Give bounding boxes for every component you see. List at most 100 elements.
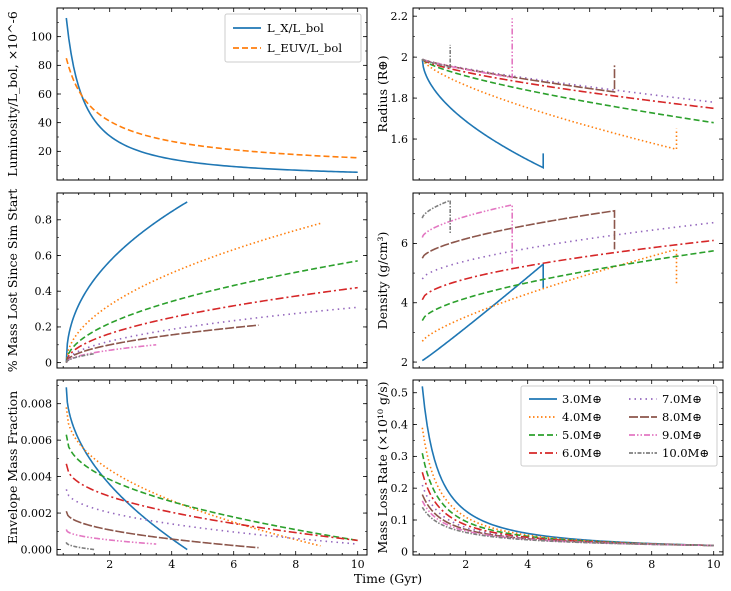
series-line-density-3.0 bbox=[421, 262, 544, 362]
y-tick-label: 0 bbox=[401, 546, 408, 559]
y-tick-label: 0.6 bbox=[35, 249, 53, 262]
x-tick-label: 8 bbox=[648, 558, 655, 571]
legend: 3.0M⊕ 4.0M⊕ 5.0M⊕ 6.0M⊕ 7.0M⊕ 8.0M⊕ 9.0M⊕ 10.0M… bbox=[520, 385, 718, 467]
legend-entry: L_EUV/L_bol bbox=[267, 41, 342, 55]
x-tick-label: 4 bbox=[524, 558, 531, 571]
series-line-envelope-7.0 bbox=[65, 489, 358, 545]
y-axis-label-massloss: % Mass Lost Since Sim Start bbox=[5, 189, 20, 373]
y-tick-label: 0.8 bbox=[35, 214, 53, 227]
y-tick-label: 1.8 bbox=[391, 92, 409, 105]
axes-frame bbox=[412, 7, 724, 181]
series-line-envelope-10.0 bbox=[65, 542, 95, 551]
legend-entry: 7.0M⊕ bbox=[662, 392, 702, 406]
axes-frame bbox=[412, 192, 724, 369]
y-tick-label: 0.1 bbox=[391, 514, 409, 527]
series-line-massloss-4.0 bbox=[65, 222, 321, 363]
series-line-envelope-3.0 bbox=[65, 387, 188, 551]
series-group bbox=[65, 17, 358, 174]
series-group bbox=[65, 387, 358, 551]
axes-frame bbox=[56, 379, 368, 556]
y-tick-label: 0.008 bbox=[21, 397, 53, 410]
series-line-radius-3.0 bbox=[421, 59, 544, 169]
x-tick-label: 6 bbox=[230, 558, 237, 571]
x-tick-label: 10 bbox=[351, 558, 365, 571]
y-tick-label: 4 bbox=[401, 297, 408, 310]
y-axis-label-envelope: Envelope Mass Fraction bbox=[5, 391, 20, 544]
y-tick-label: 60 bbox=[38, 88, 52, 101]
y-tick-label: 0.006 bbox=[21, 434, 53, 447]
series-line-density-4.0 bbox=[421, 248, 678, 342]
series-line-radius-6.0 bbox=[421, 58, 714, 110]
series-group bbox=[65, 201, 358, 363]
series-line-rate-10.0 bbox=[421, 506, 714, 547]
series-line-density-8.0 bbox=[421, 209, 616, 259]
x-tick-label: 8 bbox=[292, 558, 299, 571]
series-line-radius-9.0 bbox=[421, 18, 513, 79]
series-line-massloss-10.0 bbox=[65, 352, 95, 363]
y-tick-label: 100 bbox=[31, 30, 52, 43]
series-line-envelope-6.0 bbox=[65, 463, 358, 542]
y-tick-label: 0.4 bbox=[391, 418, 409, 431]
y-tick-label: 2.2 bbox=[391, 10, 409, 23]
y-tick-label: 80 bbox=[38, 59, 52, 72]
y-tick-label: 0.4 bbox=[35, 285, 53, 298]
legend-entry: 6.0M⊕ bbox=[562, 446, 602, 460]
y-tick-label: 0.002 bbox=[21, 507, 53, 520]
panel-density: 2 4 6 Density (g/cm³) bbox=[375, 192, 724, 369]
x-tick-label: 10 bbox=[707, 558, 721, 571]
panel-lum: 20 40 60 80 100 Luminosity/L_bol, ×10^-6 L_X/L… bbox=[5, 7, 368, 181]
y-tick-label: 2 bbox=[401, 356, 408, 369]
y-tick-label: 20 bbox=[38, 145, 52, 158]
axes-frame bbox=[56, 192, 368, 369]
y-tick-label: 0.2 bbox=[391, 482, 409, 495]
series-line-lum-lx bbox=[65, 17, 358, 174]
axes-frame bbox=[412, 379, 724, 556]
series-line-rate-5.0 bbox=[421, 453, 714, 547]
series-line-rate-4.0 bbox=[421, 427, 714, 547]
panel-radius: 1.6 1.8 2 2.2 Radius (R⊕) bbox=[375, 7, 724, 181]
legend-entry: 5.0M⊕ bbox=[562, 428, 602, 442]
series-line-radius-4.0 bbox=[421, 58, 678, 151]
y-tick-label: 0 bbox=[45, 356, 52, 369]
series-line-envelope-4.0 bbox=[65, 407, 321, 547]
y-tick-label: 0.2 bbox=[35, 321, 53, 334]
y-axis-label-rate: Mass Loss Rate (×10¹⁰ g/s) bbox=[375, 382, 390, 554]
y-axis-label-radius: Radius (R⊕) bbox=[375, 55, 390, 132]
series-group bbox=[421, 18, 714, 169]
series-line-rate-7.0 bbox=[421, 484, 714, 547]
series-line-massloss-5.0 bbox=[65, 260, 358, 363]
series-line-density-5.0 bbox=[421, 250, 714, 321]
y-tick-label: 0.000 bbox=[21, 543, 53, 556]
series-line-density-10.0 bbox=[421, 199, 451, 235]
legend-entry: 10.0M⊕ bbox=[662, 446, 709, 460]
y-tick-label: 1.6 bbox=[391, 133, 409, 146]
legend-entry: 9.0M⊕ bbox=[662, 428, 702, 442]
y-axis-label-density: Density (g/cm³) bbox=[375, 232, 390, 330]
series-line-envelope-5.0 bbox=[65, 434, 358, 542]
series-group bbox=[421, 386, 714, 547]
x-tick-label: 2 bbox=[106, 558, 113, 571]
series-line-massloss-6.0 bbox=[65, 286, 358, 363]
series-line-density-6.0 bbox=[421, 239, 714, 301]
x-axis-label: Time (Gyr) bbox=[354, 571, 422, 586]
legend-entry: 4.0M⊕ bbox=[562, 410, 602, 424]
x-tick-label: 4 bbox=[168, 558, 175, 571]
legend-box bbox=[224, 13, 362, 63]
series-line-radius-10.0 bbox=[421, 44, 451, 69]
legend: L_X/L_bol L_EUV/L_bol bbox=[224, 13, 362, 63]
panel-envelope: 2 4 6 8 10 0.000 0.002 0.004 0.006 0.008Envelope … bbox=[5, 379, 368, 571]
series-line-density-9.0 bbox=[421, 203, 513, 265]
series-line-massloss-3.0 bbox=[65, 201, 188, 363]
series-line-massloss-8.0 bbox=[65, 324, 259, 363]
y-tick-label: 40 bbox=[38, 116, 52, 129]
series-line-envelope-9.0 bbox=[65, 529, 157, 545]
y-axis-label-lum: Luminosity/L_bol, ×10^-6 bbox=[5, 11, 20, 177]
y-tick-label: 2 bbox=[401, 51, 408, 64]
series-line-lum-leuv bbox=[65, 57, 358, 159]
x-tick-label: 6 bbox=[586, 558, 593, 571]
series-group bbox=[421, 199, 714, 362]
series-line-radius-7.0 bbox=[422, 58, 714, 103]
y-tick-label: 0.3 bbox=[391, 450, 409, 463]
